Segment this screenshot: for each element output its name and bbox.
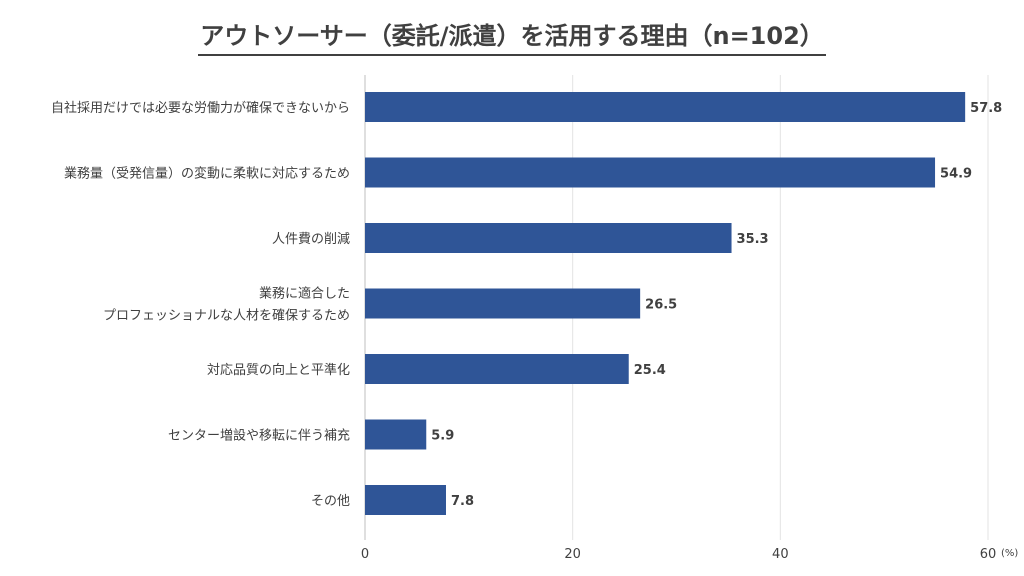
data-label: 25.4 xyxy=(634,363,666,378)
bar xyxy=(365,419,427,450)
bar xyxy=(365,92,966,122)
chart-title: アウトソーサー（委託/派遣）を活用する理由（n=102） xyxy=(198,20,826,56)
category-label: プロフェッショナルな人材を確保するため xyxy=(103,308,350,324)
category-label: センター増設や移転に伴う補充 xyxy=(168,428,350,444)
x-tick-label: 0 xyxy=(361,547,369,562)
data-label: 54.9 xyxy=(940,167,972,182)
data-label: 26.5 xyxy=(645,298,677,313)
category-label: 業務に適合した xyxy=(259,286,350,302)
category-label: 自社採用だけでは必要な労働力が確保できないから xyxy=(51,100,350,116)
bar xyxy=(365,485,446,515)
bar xyxy=(365,354,629,384)
category-label: その他 xyxy=(311,494,350,509)
category-label: 対応品質の向上と平準化 xyxy=(207,362,350,378)
data-label: 57.8 xyxy=(970,101,1002,116)
bar xyxy=(365,288,641,319)
data-label: 5.9 xyxy=(431,429,454,444)
x-tick-label: 40 xyxy=(772,547,789,562)
bar xyxy=(365,223,732,253)
data-label: 35.3 xyxy=(737,232,769,247)
category-label: 業務量（受発信量）の変動に柔軟に対応するため xyxy=(64,166,350,182)
x-tick-label: 60 xyxy=(980,547,997,562)
x-unit-label: (%) xyxy=(1001,548,1018,559)
category-label: 人件費の削減 xyxy=(272,231,350,247)
x-tick-label: 20 xyxy=(564,547,581,562)
bar xyxy=(365,157,936,188)
data-label: 7.8 xyxy=(451,494,474,509)
